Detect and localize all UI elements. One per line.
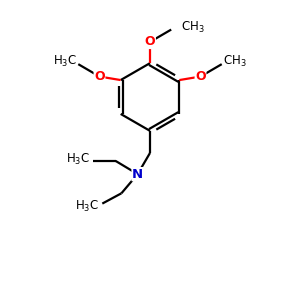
Text: O: O	[145, 35, 155, 48]
Text: O: O	[195, 70, 206, 83]
Text: CH$_3$: CH$_3$	[181, 20, 204, 35]
Text: H$_3$C: H$_3$C	[75, 199, 99, 214]
Text: CH$_3$: CH$_3$	[223, 54, 247, 69]
Text: O: O	[94, 70, 105, 83]
Text: H$_3$C: H$_3$C	[53, 54, 77, 69]
Text: N: N	[132, 168, 143, 181]
Text: H$_3$C: H$_3$C	[66, 152, 91, 167]
